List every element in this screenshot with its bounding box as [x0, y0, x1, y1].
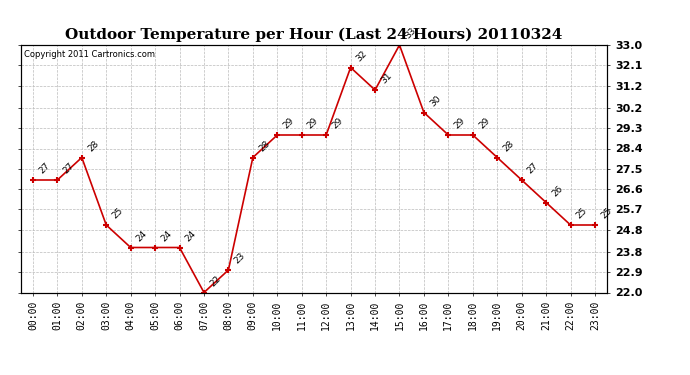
Text: 29: 29 [477, 116, 491, 131]
Text: 25: 25 [599, 206, 613, 221]
Text: 22: 22 [208, 274, 222, 288]
Text: 25: 25 [575, 206, 589, 221]
Text: 31: 31 [380, 71, 394, 86]
Text: 26: 26 [550, 184, 564, 198]
Text: 23: 23 [233, 251, 247, 266]
Text: 28: 28 [86, 139, 100, 153]
Text: 33: 33 [404, 26, 418, 41]
Text: 27: 27 [61, 161, 76, 176]
Text: 27: 27 [37, 161, 52, 176]
Text: 29: 29 [306, 116, 320, 131]
Text: 29: 29 [282, 116, 296, 131]
Text: 24: 24 [135, 229, 149, 243]
Text: 29: 29 [453, 116, 467, 131]
Text: 29: 29 [331, 116, 345, 131]
Text: 25: 25 [110, 206, 125, 221]
Text: 30: 30 [428, 94, 442, 108]
Text: 24: 24 [159, 229, 174, 243]
Title: Outdoor Temperature per Hour (Last 24 Hours) 20110324: Outdoor Temperature per Hour (Last 24 Ho… [66, 28, 562, 42]
Text: 24: 24 [184, 229, 198, 243]
Text: 32: 32 [355, 49, 369, 63]
Text: Copyright 2011 Cartronics.com: Copyright 2011 Cartronics.com [23, 50, 155, 59]
Text: 27: 27 [526, 161, 540, 176]
Text: 28: 28 [257, 139, 271, 153]
Text: 28: 28 [502, 139, 516, 153]
